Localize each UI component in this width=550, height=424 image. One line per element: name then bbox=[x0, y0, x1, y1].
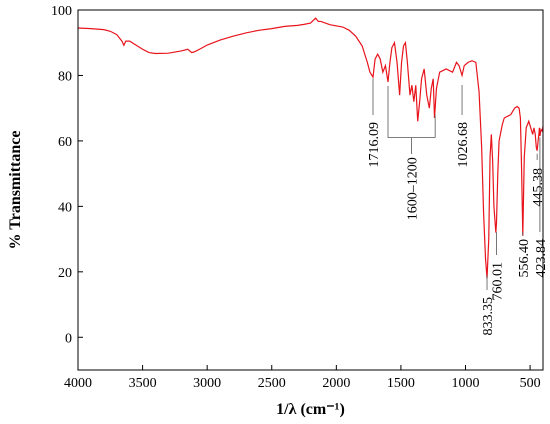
spectrum-line bbox=[77, 17, 544, 279]
x-axis-ticks: 4000 3500 3000 2500 2000 1500 1000 500 bbox=[64, 365, 541, 391]
annotation-label: 423.84 bbox=[534, 239, 549, 278]
x-axis-title: 1/λ (cm⁻¹) bbox=[276, 401, 345, 418]
annotation-label: 556.40 bbox=[517, 239, 532, 278]
x-tick-label: 1500 bbox=[387, 376, 415, 391]
x-tick-label: 2500 bbox=[258, 376, 286, 391]
y-tick-label: 40 bbox=[58, 200, 72, 215]
annotation-label: 1600–1200 bbox=[406, 157, 421, 220]
x-tick-label: 3000 bbox=[193, 376, 221, 391]
x-tick-label: 500 bbox=[520, 376, 541, 391]
x-tick-label: 4000 bbox=[64, 376, 92, 391]
annotation-label: 833.35 bbox=[481, 297, 496, 336]
plot-frame bbox=[77, 9, 544, 371]
annotation-label: 1026.68 bbox=[456, 122, 471, 168]
annotation-label: 445.38 bbox=[531, 168, 546, 207]
annotation-label: 1716.09 bbox=[367, 122, 382, 168]
y-tick-label: 0 bbox=[65, 331, 72, 346]
y-tick-label: 100 bbox=[51, 4, 72, 19]
x-tick-label: 3500 bbox=[129, 376, 157, 391]
x-tick-label: 1000 bbox=[452, 376, 480, 391]
y-tick-label: 20 bbox=[58, 266, 72, 281]
x-tick-label: 2000 bbox=[322, 376, 350, 391]
y-tick-label: 80 bbox=[58, 69, 72, 84]
annotation-label: 760.01 bbox=[490, 262, 505, 301]
y-tick-label: 60 bbox=[58, 135, 72, 150]
y-axis-title: % Transmittance bbox=[7, 131, 24, 250]
